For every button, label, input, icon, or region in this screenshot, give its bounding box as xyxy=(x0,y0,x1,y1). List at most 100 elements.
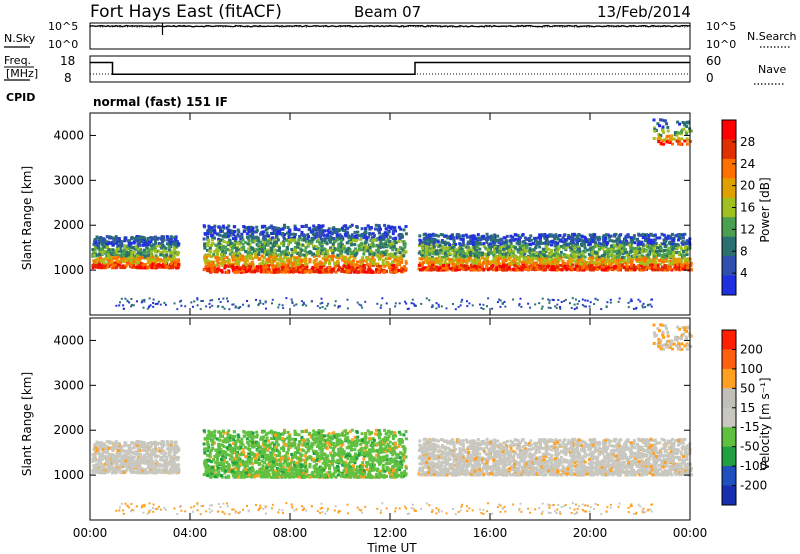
power-echo xyxy=(471,234,475,238)
power-echo xyxy=(541,247,545,251)
power-echo xyxy=(236,233,240,237)
power-echo xyxy=(555,250,559,254)
power-echo xyxy=(117,262,121,266)
power-echo xyxy=(111,243,115,247)
power-echo xyxy=(425,256,429,260)
power-echo xyxy=(420,264,424,268)
power-echo xyxy=(320,261,323,265)
power-echo xyxy=(541,268,545,272)
power-echo xyxy=(684,130,688,134)
power-echo xyxy=(248,234,252,238)
power-echo xyxy=(449,247,453,251)
power-echo xyxy=(368,270,372,274)
power-echo xyxy=(346,261,350,265)
power-echo xyxy=(288,267,292,271)
power-echo xyxy=(526,260,530,264)
power-echo xyxy=(402,269,406,273)
power-echo xyxy=(671,246,675,250)
power-echo xyxy=(376,247,380,251)
power-echo xyxy=(632,254,636,257)
power-echo xyxy=(240,246,244,250)
power-echo xyxy=(132,264,136,268)
power-echo xyxy=(263,255,267,259)
power-echo xyxy=(569,258,573,262)
power-echo xyxy=(328,240,332,244)
power-echo xyxy=(127,247,131,251)
power-echo xyxy=(553,258,557,262)
power-echo xyxy=(619,259,623,263)
power-echo xyxy=(622,245,626,249)
power-echo xyxy=(300,233,304,237)
power-echo xyxy=(330,231,334,235)
power-echo xyxy=(625,259,629,263)
power-echo xyxy=(272,241,276,245)
power-echo xyxy=(171,242,175,246)
power-echo xyxy=(271,265,275,269)
power-echo xyxy=(400,260,404,264)
power-echo xyxy=(553,260,557,264)
power-echo xyxy=(355,251,359,255)
power-echo xyxy=(686,246,690,250)
power-echo xyxy=(368,246,372,249)
power-echo xyxy=(224,245,228,249)
power-echo xyxy=(271,242,275,246)
power-echo xyxy=(425,267,429,271)
power-echo xyxy=(671,260,675,264)
power-echo xyxy=(207,224,211,228)
power-echo xyxy=(238,267,242,271)
power-echo xyxy=(224,248,228,251)
power-echo xyxy=(239,257,243,261)
power-echo xyxy=(493,245,497,249)
power-echo xyxy=(320,245,324,249)
power-echo xyxy=(476,258,480,262)
power-echo xyxy=(293,238,297,242)
power-echo xyxy=(610,246,614,250)
power-echo xyxy=(169,254,173,258)
power-echo xyxy=(677,252,681,256)
power-echo xyxy=(219,229,223,233)
power-echo xyxy=(426,265,430,269)
power-echo xyxy=(576,249,580,252)
power-echo xyxy=(629,261,633,265)
power-echo xyxy=(616,259,620,263)
power-echo xyxy=(638,247,642,251)
power-echo xyxy=(679,236,683,240)
power-echo xyxy=(218,241,222,245)
power-echo xyxy=(228,264,232,268)
power-echo xyxy=(571,232,574,236)
power-echo xyxy=(383,231,387,235)
power-echo xyxy=(559,245,563,249)
power-echo xyxy=(288,263,292,267)
power-echo xyxy=(361,259,365,263)
power-echo xyxy=(397,268,401,272)
power-echo xyxy=(678,233,682,236)
power-echo xyxy=(318,229,322,233)
power-echo xyxy=(574,250,578,254)
power-echo xyxy=(144,263,147,267)
power-echo xyxy=(444,249,448,253)
power-echo xyxy=(422,240,426,244)
power-echo xyxy=(452,249,456,253)
power-echo xyxy=(248,262,252,266)
power-echo xyxy=(684,250,688,254)
power-echo xyxy=(433,264,437,268)
power-echo xyxy=(457,246,461,250)
power-echo xyxy=(112,237,116,241)
power-echo xyxy=(456,262,460,266)
power-echo xyxy=(472,237,475,241)
power-echo xyxy=(468,242,472,245)
power-echo xyxy=(348,260,352,264)
power-echo xyxy=(442,268,446,272)
power-echo xyxy=(225,241,229,245)
power-echo xyxy=(231,246,234,250)
power-echo xyxy=(597,243,600,247)
power-echo xyxy=(570,239,573,242)
power-echo xyxy=(645,262,649,266)
power-echo xyxy=(311,230,315,234)
power-echo xyxy=(602,268,606,272)
power-echo xyxy=(577,233,581,237)
power-echo xyxy=(630,254,634,258)
power-echo xyxy=(277,258,281,262)
power-echo xyxy=(625,253,629,257)
power-echo xyxy=(558,234,562,237)
